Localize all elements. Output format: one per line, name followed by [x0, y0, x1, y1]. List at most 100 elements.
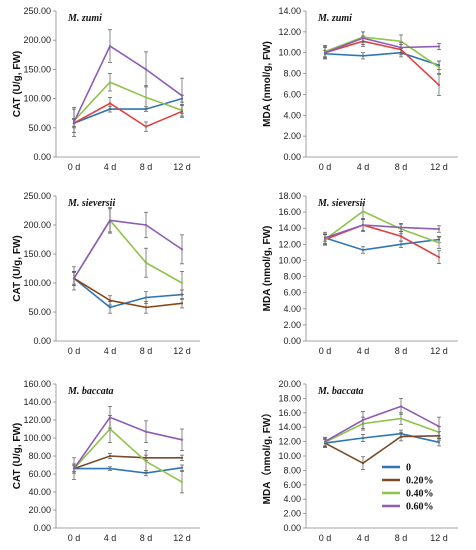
series-group [323, 398, 441, 447]
data-point [108, 81, 112, 84]
data-point [108, 102, 112, 105]
y-tick-label: 80.00 [28, 451, 51, 461]
legend-label: 0 [406, 463, 411, 474]
series-group [72, 73, 184, 133]
data-point [144, 96, 148, 99]
series-line [324, 435, 440, 465]
y-tick-label: 2.00 [283, 509, 301, 519]
chart-panel: 0.00 2.00 4.00 6.00 8.00 10.00 12.00 14.00 16.00… [262, 191, 458, 356]
y-tick-label: 0.00 [283, 152, 301, 162]
x-tick-label: 0 d [68, 162, 81, 172]
data-point [361, 54, 365, 57]
series-line [324, 36, 440, 68]
data-point [180, 481, 184, 484]
y-tick-label: 0.00 [33, 336, 51, 346]
y-tick-label: 150.00 [23, 64, 51, 74]
y-tick-label: 140.00 [23, 397, 51, 407]
y-tick-label: 20.00 [278, 379, 301, 389]
y-tick-label: 100.00 [23, 433, 51, 443]
data-point [437, 83, 441, 87]
y-tick-label: 0.00 [33, 523, 51, 533]
data-point [323, 51, 327, 54]
series-line [324, 237, 440, 251]
y-axis-label: CAT (U/g, FW) [12, 423, 23, 489]
data-point [361, 436, 365, 440]
data-point [399, 40, 403, 43]
y-axis-label: MDA (nmol/g, FW) [262, 41, 273, 127]
data-point [144, 296, 148, 299]
y-tick-label: 6.00 [283, 288, 301, 298]
series-group [323, 48, 441, 70]
y-tick-label: 2.00 [283, 320, 301, 330]
x-tick-label: 8 d [140, 533, 153, 543]
x-tick-label: 8 d [395, 162, 408, 172]
legend-label: 0.40% [406, 489, 434, 500]
y-tick-label: 14.00 [278, 422, 301, 432]
y-tick-label: 6.00 [283, 89, 301, 99]
y-axis-label: MDA (nmol/g, FW) [262, 226, 273, 312]
data-point [108, 306, 112, 309]
data-point [399, 235, 403, 238]
data-point [361, 37, 365, 40]
y-tick-label: 6.00 [283, 480, 301, 490]
x-tick-label: 4 d [357, 162, 370, 172]
series-group [323, 31, 441, 59]
chart-panel: 0.00 20.00 40.00 60.00 80.00 100.00 120.00 140.… [12, 379, 200, 543]
x-tick-label: 8 d [395, 346, 408, 356]
data-point [144, 125, 148, 128]
y-tick-label: 200.00 [23, 35, 51, 45]
x-tick-label: 12 d [173, 533, 191, 543]
data-point [399, 243, 403, 246]
y-tick-label: 18.00 [278, 393, 301, 403]
data-point [323, 440, 327, 443]
data-point [437, 425, 441, 428]
y-tick-label: 40.00 [28, 487, 51, 497]
data-point [399, 435, 403, 438]
x-tick-label: 4 d [357, 533, 370, 543]
y-tick-label: 250.00 [23, 191, 51, 201]
y-tick-label: 0.00 [283, 336, 301, 346]
series-group [72, 94, 184, 127]
series-group [72, 415, 184, 494]
x-tick-label: 12 d [430, 346, 448, 356]
panel-title: M. baccata [317, 386, 364, 397]
y-tick-label: 10.00 [278, 48, 301, 58]
y-tick-label: 4.00 [283, 304, 301, 314]
series-line [324, 40, 440, 86]
data-point [437, 256, 441, 259]
x-tick-label: 12 d [173, 346, 191, 356]
panel-title: M. zumi [67, 13, 102, 24]
y-tick-label: 200.00 [23, 220, 51, 230]
data-point [399, 46, 403, 49]
chart-panel: 0.00 2.00 4.00 6.00 8.00 10.00 12.00 14.00 0 d 4 … [262, 6, 458, 172]
data-point [72, 467, 76, 470]
series-line [74, 466, 183, 474]
data-point [180, 466, 184, 469]
series-line [73, 416, 183, 470]
y-tick-label: 4.00 [283, 110, 301, 120]
data-point [437, 66, 441, 69]
x-tick-label: 0 d [319, 533, 332, 543]
data-point [72, 120, 76, 124]
y-tick-label: 100.00 [23, 278, 51, 288]
y-tick-label: 12.00 [278, 437, 301, 447]
data-point [180, 248, 184, 251]
y-tick-label: 50.00 [28, 123, 51, 133]
y-tick-label: 160.00 [23, 379, 51, 389]
y-axis-label: MDA（nmol/g, FW） [260, 408, 273, 505]
data-point [144, 261, 148, 264]
data-point [361, 210, 365, 213]
data-point [108, 416, 112, 419]
y-tick-label: 10.00 [278, 451, 301, 461]
x-tick-label: 8 d [140, 346, 153, 356]
x-tick-label: 0 d [319, 346, 332, 356]
y-tick-label: 0.00 [33, 152, 51, 162]
series-line [324, 37, 440, 54]
series-group [72, 271, 184, 314]
chart-panel: 0.00 50.00 100.00 150.00 200.00 250.00 0 d 4 d 8… [12, 6, 200, 172]
y-tick-label: 14.00 [278, 223, 301, 233]
data-point [437, 241, 441, 244]
data-point [437, 45, 441, 48]
y-tick-label: 12.00 [278, 239, 301, 249]
